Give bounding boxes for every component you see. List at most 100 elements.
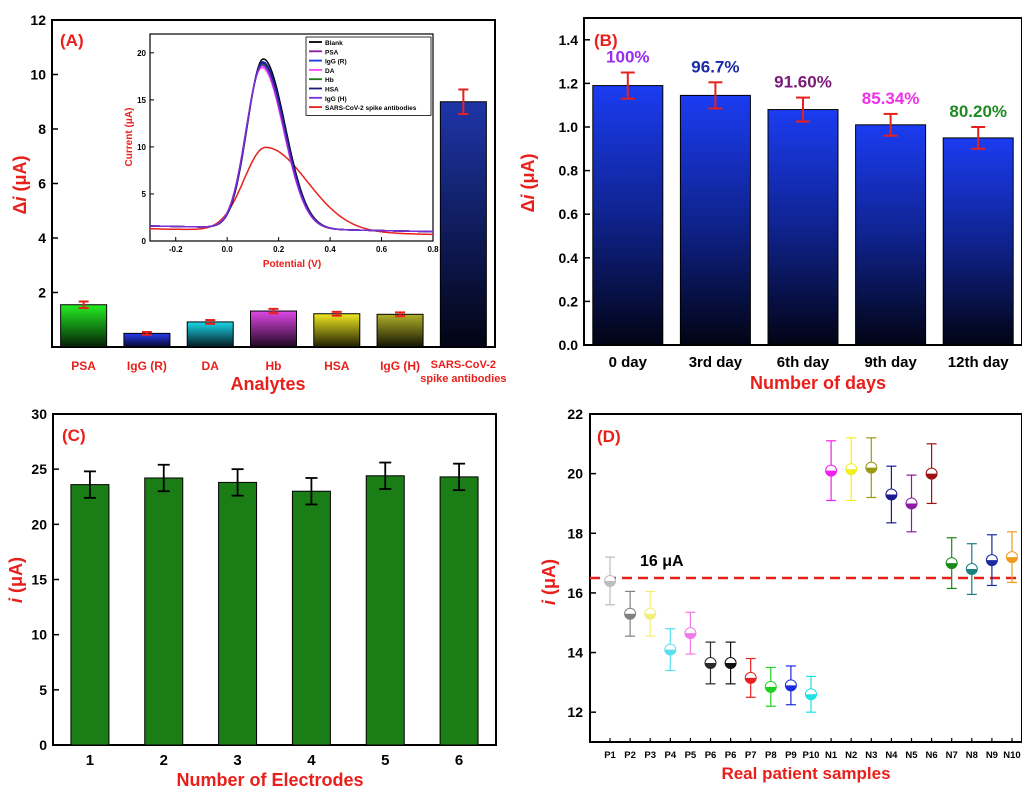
ytick-label-b: 1.4 <box>559 32 579 48</box>
inset-legend-label: DA <box>325 68 335 75</box>
xtick-label-b: 9th day <box>864 354 917 371</box>
inset-line <box>149 64 433 233</box>
ytick-label-a: 12 <box>30 12 46 28</box>
ytick-label-b: 0.8 <box>559 163 579 179</box>
xtick-label-d: N7 <box>946 750 958 761</box>
panel-a-label: (A) <box>60 31 84 50</box>
xtick-label-c: 5 <box>381 752 389 769</box>
bar-annotation-b: 96.7% <box>691 57 739 76</box>
panel-a: (A) 2 4 6 8 10 12 PSA IgG (R) DA Hb HSA IgG (H) SARS… <box>10 12 506 394</box>
point-d-fill <box>946 563 958 569</box>
ytick-label-c: 30 <box>31 406 47 422</box>
panel-c-label: (C) <box>62 426 86 445</box>
ytick-label-d: 16 <box>567 585 583 601</box>
ytick-label-a: 4 <box>38 230 46 246</box>
xtick-label-d: P1 <box>604 750 616 761</box>
ytick-label-c: 5 <box>39 682 47 698</box>
point-d-fill <box>684 633 696 639</box>
inset-xtick-label: 0.0 <box>222 245 234 254</box>
ytick-label-b: 1.2 <box>559 75 579 91</box>
bar-a <box>439 101 487 348</box>
point-d-fill <box>986 560 998 566</box>
xtick-label-d: N3 <box>865 750 877 761</box>
xtick-label-a: DA <box>202 359 220 373</box>
panel-a-ylabel: Δi (μA) <box>10 156 30 215</box>
xtick-label-a: SARS-CoV-2 <box>431 359 496 371</box>
panel-b-bars: 100% 96.7% 91.60% 85.34% 80.20% <box>592 48 1014 346</box>
point-d-fill <box>644 613 656 620</box>
xtick-label-d: P7 <box>745 750 757 761</box>
xtick-label-b: 12th day <box>948 354 1010 371</box>
inset-lines <box>149 58 433 236</box>
cutoff-label: 16 μA <box>640 553 684 570</box>
inset-ytick-label: 10 <box>137 143 146 152</box>
xtick-label-d: P9 <box>785 750 797 761</box>
point-d-fill <box>705 662 716 669</box>
ytick-label-d: 22 <box>567 406 583 422</box>
xtick-label-d: P6 <box>725 750 737 761</box>
xtick-label-b: 3rd day <box>689 354 743 371</box>
point-d-fill <box>1006 557 1018 563</box>
bar-c <box>439 476 479 746</box>
panel-d-axis: 12 14 16 18 20 22 16 μA P1 P2 P3 P4 P5 P6 P6 P7 P8 P9 P10… <box>567 406 1022 761</box>
panel-d: (D) 12 14 16 18 20 22 16 μA P1 P2 P3 P4 P5 P6 P6 P7 P8 P… <box>539 406 1022 783</box>
point-d-fill <box>664 649 676 656</box>
bar-annotation-b: 85.34% <box>862 89 920 108</box>
xtick-label-d: P3 <box>644 750 656 761</box>
inset-xtick-label: 0.6 <box>376 245 388 254</box>
panel-b-axis: 0.0 0.2 0.4 0.6 0.8 1.0 1.2 1.4 0 day 3rd day 6th … <box>559 32 1010 371</box>
bar-b <box>592 85 664 346</box>
ytick-label-c: 25 <box>31 461 47 477</box>
panel-c-frame <box>52 413 497 746</box>
bar-b <box>767 109 839 346</box>
ytick-label-d: 18 <box>567 525 583 541</box>
ytick-label-a: 6 <box>38 176 46 192</box>
bar-a <box>60 304 108 348</box>
inset-legend-label: Hb <box>325 77 334 84</box>
bar-annotation-b: 100% <box>606 48 649 67</box>
panel-b-label: (B) <box>594 31 618 50</box>
inset-xlabel: Potential (V) <box>263 259 321 270</box>
ytick-label-d: 12 <box>567 704 583 720</box>
ytick-label-c: 0 <box>39 737 47 753</box>
point-d-fill <box>725 662 737 669</box>
panel-c-xlabel: Number of Electrodes <box>176 770 363 788</box>
point-d-fill <box>765 686 777 693</box>
xtick-label-b: 6th day <box>777 354 830 371</box>
panel-b-xlabel: Number of days <box>750 373 886 393</box>
ytick-label-c: 10 <box>31 627 47 643</box>
xtick-label-a: IgG (R) <box>127 359 167 373</box>
xtick-label-d: N2 <box>845 750 857 761</box>
point-d-fill <box>845 469 857 475</box>
inset-plot: -0.2 0.0 0.2 0.4 0.6 0.8 0 5 10 15 20 Blank PSA IgG … <box>124 33 439 270</box>
inset-xtick-label: 0.8 <box>427 245 439 254</box>
panel-d-ylabel: i (μA) <box>539 559 559 605</box>
panel-d-xlabel: Real patient samples <box>721 764 890 783</box>
xtick-label-d: P10 <box>803 750 820 761</box>
inset-legend-label: HSA <box>325 87 339 94</box>
xtick-label-d: N6 <box>926 750 938 761</box>
ytick-label-a: 2 <box>38 285 46 301</box>
xtick-label-d: P4 <box>664 750 676 761</box>
inset-ytick-label: 5 <box>142 190 147 199</box>
point-d-fill <box>926 473 938 480</box>
inset-legend-label: IgG (H) <box>325 96 347 103</box>
inset-xtick-label: -0.2 <box>169 245 183 254</box>
point-d-fill <box>966 569 978 575</box>
xtick-label-d: P8 <box>765 750 777 761</box>
ytick-label-b: 0.2 <box>559 293 579 309</box>
inset-legend-label: Blank <box>325 40 343 47</box>
bar-a <box>250 310 297 348</box>
panel-c-bars <box>70 461 479 746</box>
ytick-label-a: 10 <box>30 67 46 83</box>
ytick-label-d: 20 <box>567 466 583 482</box>
inset-xtick-label: 0.2 <box>273 245 285 254</box>
point-d-fill <box>604 580 616 587</box>
ytick-label-b: 0.0 <box>559 337 579 353</box>
point-d-fill <box>885 494 897 501</box>
xtick-label-c: 3 <box>233 752 241 769</box>
xtick-label-a: Hb <box>266 359 282 373</box>
xtick-label-a: PSA <box>71 359 96 373</box>
xtick-label-c: 1 <box>86 752 94 769</box>
